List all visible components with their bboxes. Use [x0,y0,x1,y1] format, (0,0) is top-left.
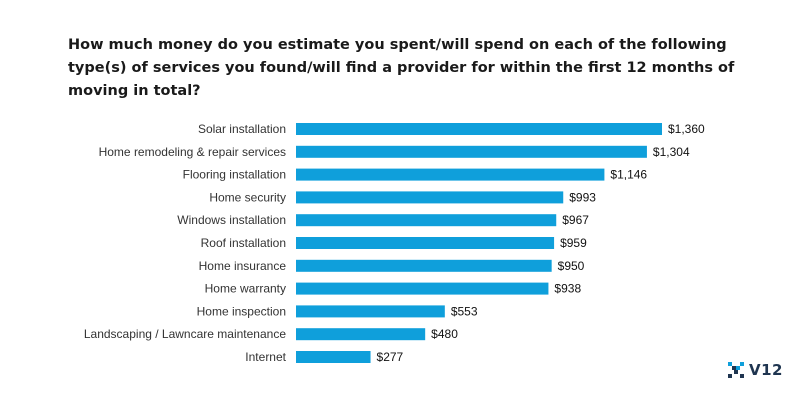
bar [296,214,557,227]
category-label: Home security [209,190,286,204]
category-label: Home remodeling & repair services [99,145,286,159]
bar [296,145,647,158]
category-label: Flooring installation [183,168,286,182]
bar [296,351,371,363]
value-label: $959 [560,236,587,250]
category-label: Roof installation [201,236,286,250]
category-label: Home warranty [205,282,286,296]
category-label: Windows installation [177,213,286,227]
brand-name: V12 [749,361,783,379]
value-label: $553 [451,304,478,318]
bar [296,191,564,204]
v12-logo-icon [728,362,744,378]
bar [296,259,552,272]
brand-logo: V12 [728,361,783,379]
bar [296,237,555,249]
value-label: $1,304 [653,145,690,159]
value-label: $967 [562,213,589,227]
value-label: $993 [569,190,596,204]
category-label: Home insurance [199,259,287,273]
value-label: $938 [554,282,581,296]
value-label: $1,146 [610,168,647,182]
bar [296,328,426,341]
value-label: $480 [431,327,458,341]
category-label: Solar installation [198,122,286,136]
bar [296,168,605,181]
category-label: Internet [245,350,286,364]
bar [296,305,445,318]
category-label: Home inspection [197,304,286,318]
bar [296,282,549,295]
bar [296,123,662,135]
category-label: Landscaping / Lawncare maintenance [84,327,286,341]
value-label: $1,360 [668,122,705,136]
value-label: $950 [558,259,585,273]
chart-title: How much money do you estimate you spent… [68,37,735,99]
value-label: $277 [377,350,404,364]
